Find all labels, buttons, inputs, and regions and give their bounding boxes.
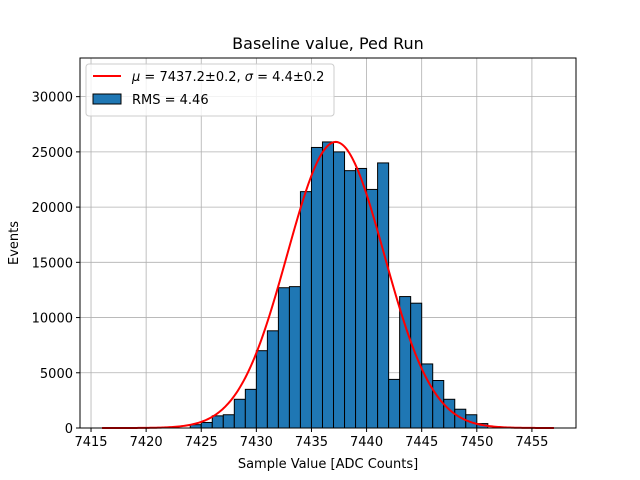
gaussian-fit-line [102, 140, 554, 429]
x-tick-label: 7450 [460, 435, 493, 450]
histogram-bar [244, 388, 257, 429]
chart-title: Baseline value, Ped Run [232, 34, 424, 53]
y-tick-label: 15000 [32, 256, 73, 271]
histogram-bar [333, 151, 346, 429]
histogram-bar [200, 421, 213, 429]
histogram-bar [432, 380, 445, 429]
x-tick-label: 7420 [130, 435, 163, 450]
y-tick-label: 20000 [32, 201, 73, 216]
histogram-bar [299, 191, 312, 429]
legend-fit-mu-symbol: μ [131, 70, 140, 85]
histogram-bar [277, 287, 290, 429]
x-tick-label: 7455 [515, 435, 548, 450]
y-axis-label: Events [7, 221, 22, 265]
histogram-bar [310, 146, 323, 429]
legend-histogram-label: RMS = 4.46 [132, 93, 209, 108]
y-tick-label: 10000 [32, 312, 73, 327]
x-tick-label: 7435 [295, 435, 328, 450]
histogram-bar [377, 162, 390, 429]
legend-fit-mu-value: = 7437.2±0.2, [140, 70, 244, 85]
histogram-bar [266, 330, 279, 429]
y-tick-label: 25000 [32, 146, 73, 161]
histogram-bar [222, 414, 235, 429]
legend-fit-sigma-value: = 4.4±0.2 [253, 70, 324, 85]
histogram-bar [344, 170, 357, 429]
histogram-bar [388, 378, 401, 429]
histogram-bar [288, 286, 301, 429]
legend-histogram-swatch [92, 93, 122, 105]
y-tick-label: 30000 [32, 91, 73, 106]
histogram-bar [233, 398, 246, 429]
x-axis: 7415 7420 7425 7430 7435 7440 7445 7450 7455 [74, 428, 548, 450]
legend-fit-sigma-symbol: σ [245, 70, 254, 85]
x-tick-label: 7430 [240, 435, 273, 450]
legend-box [85, 63, 335, 117]
x-tick-label: 7415 [74, 435, 107, 450]
histogram-bar [255, 350, 268, 429]
x-axis-label: Sample Value [ADC Counts] [238, 457, 418, 472]
legend-fit-label: μ = 7437.2±0.2, σ = 4.4±0.2 [131, 70, 324, 85]
y-tick-label: 5000 [40, 367, 73, 382]
y-axis: 0 5000 10000 15000 20000 25000 30000 [32, 91, 80, 437]
histogram-bar [211, 415, 224, 429]
y-tick-label: 0 [65, 422, 73, 437]
x-tick-label: 7425 [185, 435, 218, 450]
histogram-bar [355, 167, 368, 429]
plot-frame [79, 57, 577, 429]
histogram-bars [189, 141, 489, 429]
histogram-bar [321, 141, 335, 429]
x-tick-label: 7440 [350, 435, 383, 450]
legend: μ = 7437.2±0.2, σ = 4.4±0.2 RMS = 4.46 [85, 63, 335, 117]
x-tick-label: 7445 [405, 435, 438, 450]
